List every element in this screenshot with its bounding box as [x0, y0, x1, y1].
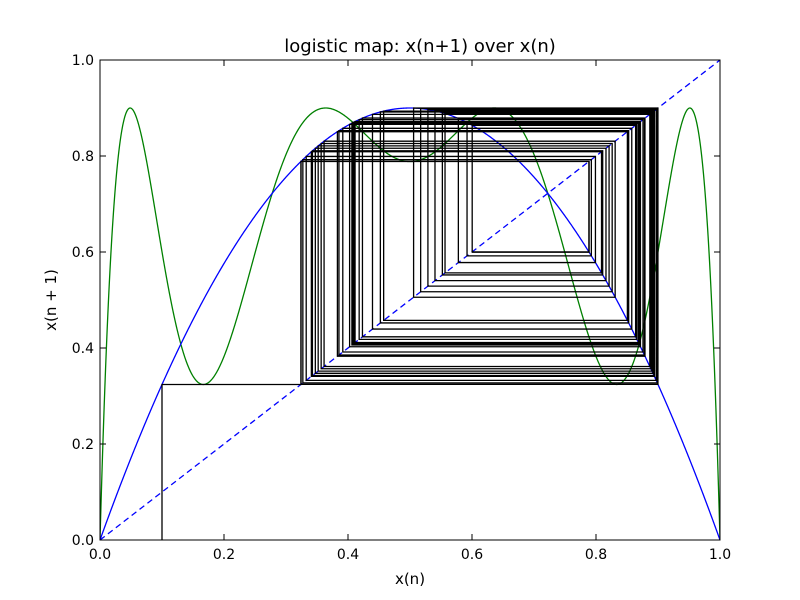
axis-ticks: 0.0 0.2 0.4 0.6 0.8 1.0 0.0 0.2 0.4 0.6 0.8 1.0: [72, 53, 731, 563]
y-axis-label: x(n + 1): [42, 269, 60, 331]
x-tick-label: 0.0: [89, 547, 111, 563]
cobweb-path: [161, 107, 659, 540]
logistic-curve: [100, 107, 720, 540]
x-tick-label: 0.6: [461, 547, 483, 563]
plot-area: [100, 60, 720, 540]
x-tick-label: 0.4: [337, 547, 359, 563]
y-tick-label: 0.8: [72, 149, 94, 165]
y-tick-label: 0.6: [72, 245, 94, 261]
x-axis-label: x(n): [395, 570, 425, 588]
x-tick-label: 0.2: [213, 547, 235, 563]
chart-title: logistic map: x(n+1) over x(n): [284, 36, 556, 57]
x-tick-label: 0.8: [585, 547, 607, 563]
y-tick-label: 0.4: [72, 341, 94, 357]
y-tick-label: 1.0: [72, 53, 94, 69]
y-tick-label: 0.2: [72, 437, 94, 453]
x-tick-label: 1.0: [709, 547, 731, 563]
identity-diagonal: [100, 60, 720, 540]
plot-frame: [99, 59, 721, 541]
y-tick-label: 0.0: [72, 533, 94, 549]
